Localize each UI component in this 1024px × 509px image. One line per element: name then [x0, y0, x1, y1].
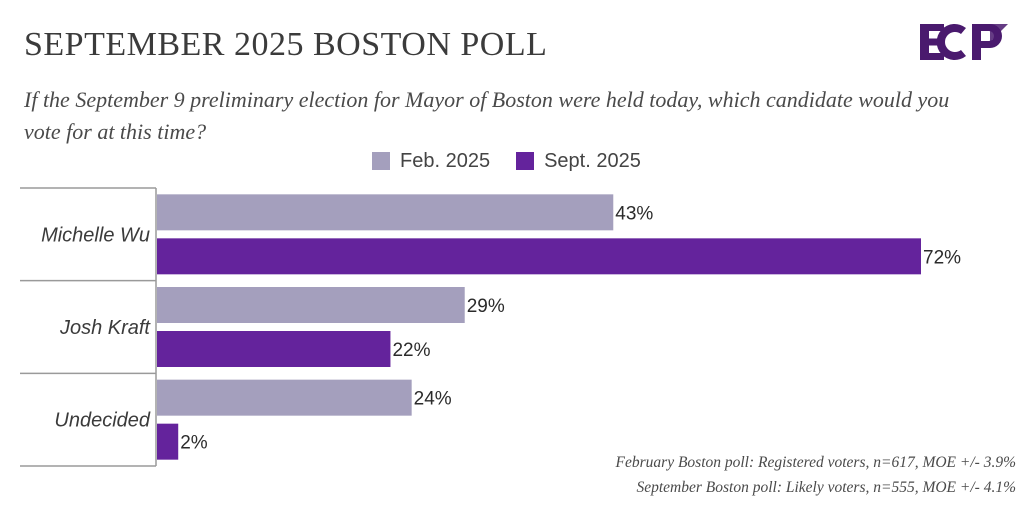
- legend-item-sept: Sept. 2025: [516, 150, 641, 173]
- data-label: 72%: [923, 247, 961, 268]
- category-label: Michelle Wu: [41, 224, 150, 246]
- footnote-september: September Boston poll: Likely voters, n=…: [636, 479, 1016, 496]
- bar-feb: [157, 194, 614, 231]
- bar-sept: [157, 238, 921, 275]
- ecp-logo: [920, 24, 1008, 61]
- data-label: 24%: [414, 389, 452, 410]
- bar-feb: [157, 287, 465, 323]
- data-label: 29%: [467, 296, 505, 317]
- legend-label-feb: Feb. 2025: [400, 149, 491, 172]
- bar-sept: [157, 423, 179, 460]
- data-label: 2%: [180, 433, 208, 454]
- chart-subtitle: If the September 9 preliminary election …: [24, 87, 950, 144]
- category-label: Josh Kraft: [59, 317, 151, 339]
- category-label: Undecided: [54, 410, 151, 432]
- data-label: 22%: [392, 340, 430, 361]
- chart-title: SEPTEMBER 2025 BOSTON POLL: [24, 26, 548, 63]
- bar-sept: [157, 331, 391, 367]
- legend-label-sept: Sept. 2025: [544, 149, 641, 172]
- footnote-february: February Boston poll: Registered voters,…: [615, 454, 1016, 471]
- legend-swatch-feb: [372, 152, 390, 170]
- ecp-logo-mark: [920, 24, 1008, 61]
- chart-legend: Feb. 2025 Sept. 2025: [372, 146, 667, 176]
- data-label: 43%: [615, 203, 653, 224]
- legend-swatch-sept: [516, 152, 535, 170]
- bar-feb: [157, 379, 412, 416]
- legend-item-feb: Feb. 2025: [372, 150, 490, 173]
